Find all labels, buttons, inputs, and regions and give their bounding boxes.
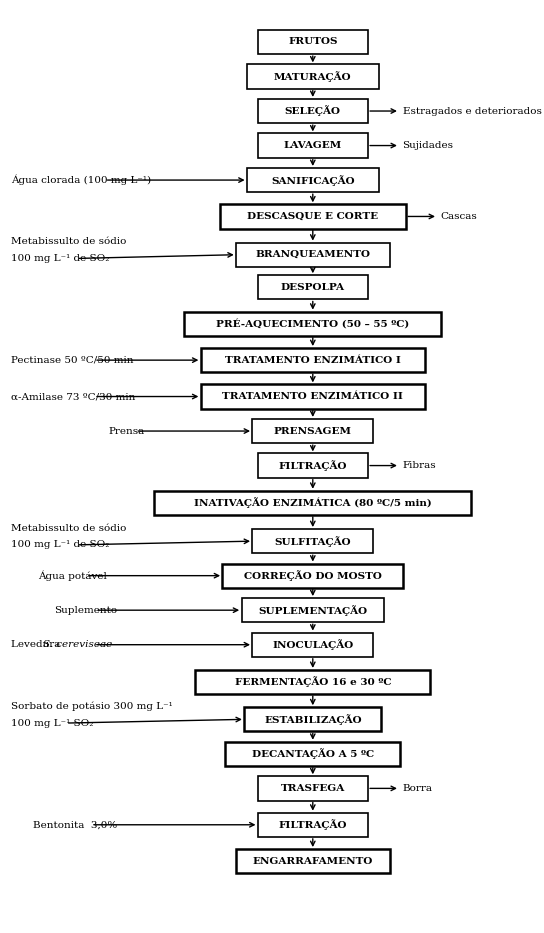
Text: Água clorada (100 mg L⁻¹): Água clorada (100 mg L⁻¹): [11, 174, 151, 186]
Text: S. cereviseae: S. cereviseae: [42, 640, 112, 649]
Text: SANIFICAÇÃO: SANIFICAÇÃO: [271, 174, 355, 186]
Text: SULFITAÇÃO: SULFITAÇÃO: [275, 536, 351, 547]
FancyBboxPatch shape: [258, 453, 368, 478]
FancyBboxPatch shape: [154, 491, 471, 515]
FancyBboxPatch shape: [236, 243, 390, 267]
Text: FERMENTAÇÃO 16 e 30 ºC: FERMENTAÇÃO 16 e 30 ºC: [234, 676, 391, 688]
Text: FILTRAÇÃO: FILTRAÇÃO: [279, 819, 347, 830]
Text: 100 mg L⁻¹ de SO₂: 100 mg L⁻¹ de SO₂: [11, 540, 109, 550]
Text: LAVAGEM: LAVAGEM: [283, 141, 342, 150]
FancyBboxPatch shape: [201, 348, 425, 372]
FancyBboxPatch shape: [258, 30, 368, 54]
FancyBboxPatch shape: [201, 384, 425, 409]
Text: BRANQUEAMENTO: BRANQUEAMENTO: [255, 250, 370, 259]
FancyBboxPatch shape: [258, 99, 368, 123]
Text: CORREÇÃO DO MOSTO: CORREÇÃO DO MOSTO: [244, 570, 382, 581]
Text: Borra: Borra: [403, 784, 432, 793]
FancyBboxPatch shape: [242, 598, 384, 622]
FancyBboxPatch shape: [258, 275, 368, 299]
Text: PRÉ-AQUECIMENTO (50 – 55 ºC): PRÉ-AQUECIMENTO (50 – 55 ºC): [216, 319, 410, 328]
Text: PRENSAGEM: PRENSAGEM: [274, 426, 352, 436]
Text: INOCULAÇÃO: INOCULAÇÃO: [272, 639, 354, 650]
Text: Pectinase 50 ºC/50 min: Pectinase 50 ºC/50 min: [11, 355, 133, 365]
FancyBboxPatch shape: [258, 776, 368, 801]
Text: ESTABILIZAÇÃO: ESTABILIZAÇÃO: [264, 714, 362, 725]
Text: Levedura: Levedura: [11, 640, 64, 649]
Text: Sujidades: Sujidades: [403, 141, 454, 150]
FancyBboxPatch shape: [184, 312, 441, 336]
FancyBboxPatch shape: [258, 813, 368, 837]
FancyBboxPatch shape: [252, 633, 373, 657]
Text: Cascas: Cascas: [441, 212, 478, 221]
Text: α-Amilase 73 ºC/30 min: α-Amilase 73 ºC/30 min: [11, 392, 135, 401]
Text: DECANTAÇÃO A 5 ºC: DECANTAÇÃO A 5 ºC: [252, 748, 374, 759]
Text: FRUTOS: FRUTOS: [288, 37, 337, 47]
Text: SUPLEMENTAÇÃO: SUPLEMENTAÇÃO: [258, 605, 367, 616]
Text: ENGARRAFAMENTO: ENGARRAFAMENTO: [252, 856, 373, 866]
Text: FILTRAÇÃO: FILTRAÇÃO: [279, 460, 347, 471]
FancyBboxPatch shape: [247, 64, 379, 89]
Text: Bentonita  3,0%: Bentonita 3,0%: [33, 820, 117, 829]
Text: SELEÇÃO: SELEÇÃO: [285, 105, 341, 117]
Text: 100 mg L⁻¹ de SO₂: 100 mg L⁻¹ de SO₂: [11, 254, 109, 263]
Text: DESCASQUE E CORTE: DESCASQUE E CORTE: [247, 212, 379, 221]
Text: MATURAÇÃO: MATURAÇÃO: [274, 71, 351, 82]
Text: 100 mg L⁻¹ SO₂: 100 mg L⁻¹ SO₂: [11, 718, 93, 728]
Text: INATIVAÇÃO ENZIMÁTICA (80 ºC/5 min): INATIVAÇÃO ENZIMÁTICA (80 ºC/5 min): [194, 497, 432, 508]
FancyBboxPatch shape: [244, 707, 381, 731]
FancyBboxPatch shape: [252, 529, 373, 553]
FancyBboxPatch shape: [252, 419, 373, 443]
Text: TRATAMENTO ENZIMÁTICO II: TRATAMENTO ENZIMÁTICO II: [222, 392, 403, 401]
FancyBboxPatch shape: [225, 742, 400, 766]
FancyBboxPatch shape: [195, 670, 430, 694]
Text: Fibras: Fibras: [403, 461, 436, 470]
Text: TRASFEGA: TRASFEGA: [281, 784, 345, 793]
Text: Suplemento: Suplemento: [54, 606, 118, 615]
Text: DESPOLPA: DESPOLPA: [281, 283, 345, 292]
Text: TRATAMENTO ENZIMÁTICO I: TRATAMENTO ENZIMÁTICO I: [225, 355, 401, 365]
FancyBboxPatch shape: [236, 849, 390, 873]
FancyBboxPatch shape: [222, 564, 403, 588]
Text: Estragados e deteriorados: Estragados e deteriorados: [403, 106, 541, 116]
Text: Metabissulto de sódio: Metabissulto de sódio: [11, 523, 126, 533]
FancyBboxPatch shape: [247, 168, 379, 192]
Text: Água potável: Água potável: [38, 570, 107, 581]
Text: Metabissulto de sódio: Metabissulto de sódio: [11, 237, 126, 246]
Text: Prensa: Prensa: [109, 426, 145, 436]
Text: Sorbato de potásio 300 mg L⁻¹: Sorbato de potásio 300 mg L⁻¹: [11, 702, 172, 711]
FancyBboxPatch shape: [220, 204, 406, 229]
FancyBboxPatch shape: [258, 133, 368, 158]
